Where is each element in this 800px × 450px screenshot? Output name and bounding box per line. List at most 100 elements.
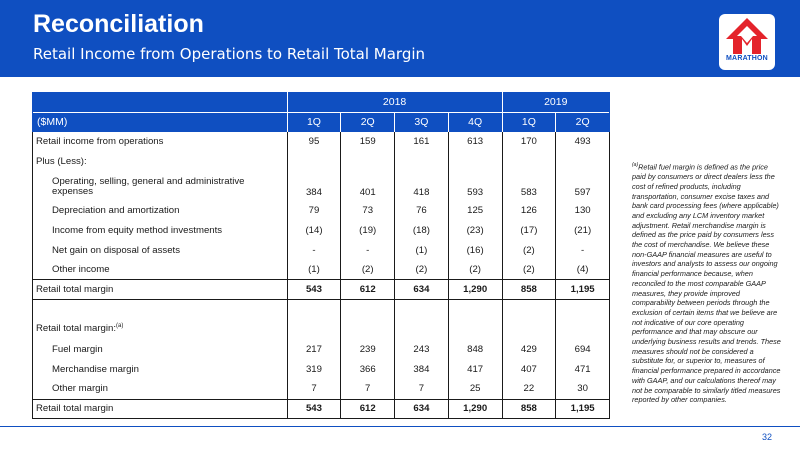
cell-value: 418 (394, 171, 449, 201)
row-label: Operating, selling, general and administ… (32, 171, 288, 201)
quarter-header: 1Q (287, 111, 342, 133)
cell-value: 366 (340, 359, 395, 380)
cell-value: 407 (501, 359, 556, 380)
cell-value: 858 (501, 398, 556, 420)
quarter-header: 4Q (448, 111, 503, 133)
logo-wordmark: MARATHON (726, 55, 768, 62)
cell-value: - (340, 240, 395, 261)
header-banner: Reconciliation Retail Income from Operat… (0, 0, 800, 77)
cell-value: 694 (555, 339, 610, 360)
cell-value: 634 (394, 398, 449, 420)
row-label: Retail income from operations (32, 132, 288, 152)
row-label: Plus (Less): (32, 151, 288, 172)
cell-value: (14) (286, 220, 341, 241)
cell-value: (1) (394, 240, 449, 261)
quarter-header: 2Q (555, 111, 610, 133)
cell-value: 159 (340, 132, 395, 152)
row-label: Fuel margin (32, 339, 288, 360)
total-row: Retail total margin 543 612 634 1,290 85… (32, 398, 610, 420)
cell-value: - (555, 240, 610, 261)
footnote-marker: (a) (632, 162, 639, 168)
table-row: Other income (1) (2) (2) (2) (2) (4) (32, 260, 610, 280)
table-row: Retail income from operations 95 159 161… (32, 132, 610, 152)
cell-value: 634 (394, 279, 449, 301)
cell-value: - (286, 240, 341, 261)
table-row: Operating, selling, general and administ… (32, 171, 610, 201)
table-row: Retail total margin:(a) (32, 319, 610, 340)
cell-value: 1,195 (555, 398, 610, 420)
cell-value: (21) (555, 220, 610, 241)
cell-value: 401 (340, 171, 395, 201)
cell-value: 384 (286, 171, 341, 201)
cell-value: 1,290 (447, 279, 503, 301)
reconciliation-table: 2018 2019 ($MM) 1Q 2Q 3Q 4Q 1Q 2Q Retail… (32, 92, 611, 420)
cell-value: 73 (340, 200, 395, 221)
cell-value: (1) (286, 260, 341, 280)
cell-value: 7 (340, 379, 395, 400)
section-label-text: Retail total margin: (36, 322, 116, 334)
page-subtitle: Retail Income from Operations to Retail … (33, 45, 426, 63)
total-row: Retail total margin 543 612 634 1,290 85… (32, 279, 610, 301)
year-header-2018: 2018 (287, 92, 503, 113)
cell-value: 417 (447, 359, 503, 380)
year-header-blank (32, 92, 288, 113)
cell-value: (19) (340, 220, 395, 241)
cell-value: 858 (501, 279, 556, 301)
table-row: Net gain on disposal of assets - - (1) (… (32, 240, 610, 261)
cell-value: 543 (286, 279, 341, 301)
cell-value: 471 (555, 359, 610, 380)
cell-value: 597 (555, 171, 610, 201)
marathon-m-icon (726, 18, 768, 54)
cell-value: 543 (286, 398, 341, 420)
cell-value: (18) (394, 220, 449, 241)
cell-value: 217 (286, 339, 341, 360)
quarter-header: 1Q (502, 111, 557, 133)
row-label: Net gain on disposal of assets (32, 240, 288, 261)
unit-label: ($MM) (32, 111, 288, 133)
footnote: (a)Retail fuel margin is defined as the … (632, 161, 782, 405)
cell-value: 1,290 (447, 398, 503, 420)
page-number: 32 (762, 432, 773, 442)
cell-value: 593 (447, 171, 503, 201)
cell-value: 1,195 (555, 279, 610, 301)
spacer-row (32, 299, 610, 320)
cell-value: 243 (394, 339, 449, 360)
quarter-header: 3Q (394, 111, 449, 133)
cell-value: 239 (340, 339, 395, 360)
cell-value: 583 (501, 171, 556, 201)
cell-value: 126 (501, 200, 556, 221)
row-label: Retail total margin:(a) (32, 319, 288, 340)
marathon-logo: MARATHON (719, 14, 775, 70)
cell-value: (2) (447, 260, 503, 280)
cell-value: (2) (340, 260, 395, 280)
cell-value: 22 (501, 379, 556, 400)
row-label: Depreciation and amortization (32, 200, 288, 221)
year-header-2019: 2019 (502, 92, 611, 113)
row-label: Other margin (32, 379, 288, 400)
cell-value: 7 (394, 379, 449, 400)
cell-value: 161 (394, 132, 449, 152)
year-header-row: 2018 2019 (32, 92, 611, 113)
cell-value: 30 (555, 379, 610, 400)
cell-value: 384 (394, 359, 449, 380)
cell-value: 612 (340, 279, 395, 301)
table-row: Merchandise margin 319 366 384 417 407 4… (32, 359, 610, 380)
cell-value: 613 (447, 132, 503, 152)
cell-value: (2) (394, 260, 449, 280)
cell-value: 79 (286, 200, 341, 221)
table-row: Other margin 7 7 7 25 22 30 (32, 379, 610, 400)
cell-value: 130 (555, 200, 610, 221)
cell-value: 125 (447, 200, 503, 221)
row-label: Merchandise margin (32, 359, 288, 380)
cell-value: 25 (447, 379, 503, 400)
footer-divider (0, 426, 800, 427)
cell-value: (2) (501, 260, 556, 280)
table-row: Fuel margin 217 239 243 848 429 694 (32, 339, 610, 360)
cell-value: 848 (447, 339, 503, 360)
cell-value: 612 (340, 398, 395, 420)
cell-value: (17) (501, 220, 556, 241)
row-label: Income from equity method investments (32, 220, 288, 241)
quarter-header: 2Q (340, 111, 396, 133)
cell-value: (4) (555, 260, 610, 280)
table-row: Plus (Less): (32, 151, 610, 172)
